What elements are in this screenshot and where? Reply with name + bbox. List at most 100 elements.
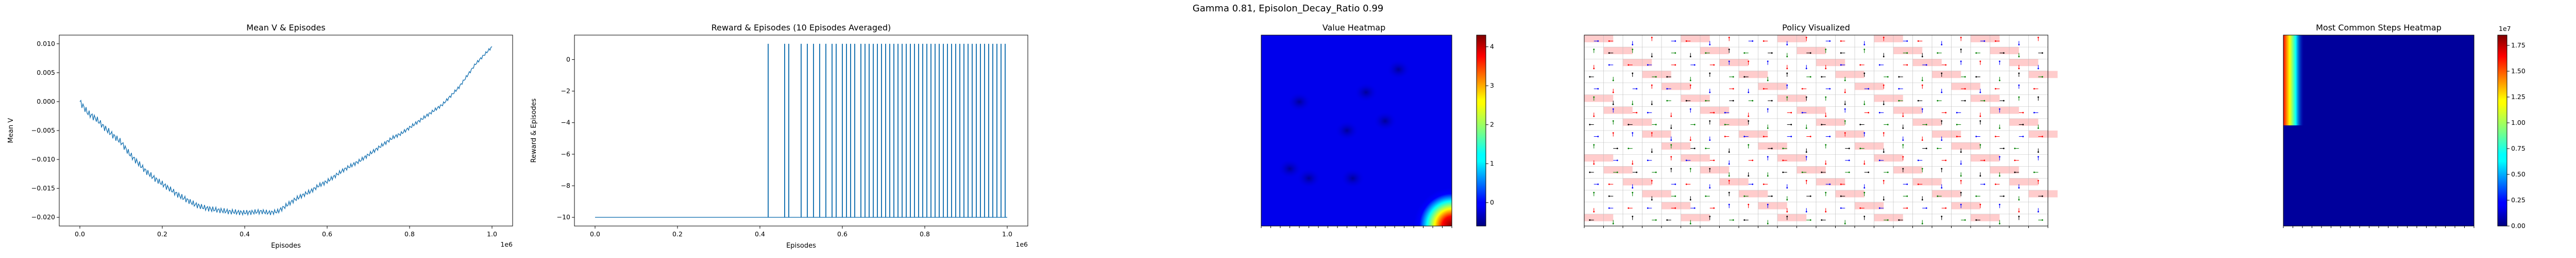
policy-highlight-cell: [1835, 190, 1865, 198]
value-colorbar: [1476, 35, 1486, 227]
policy-arrow-head: [2041, 52, 2043, 54]
policy-arrow-head: [1612, 132, 1614, 134]
policy-arrow-head: [1863, 132, 1866, 134]
policy-arrow-head: [1628, 124, 1630, 125]
policy-arrow-head: [1728, 151, 1730, 153]
policy-arrow-head: [1651, 103, 1653, 105]
reward-y-label: Reward & Episodes: [530, 98, 538, 163]
policy-arrow-head: [1655, 219, 1657, 221]
policy-arrow-head: [1906, 183, 1908, 185]
policy-arrow-head: [1743, 76, 1745, 78]
policy-highlight-cell: [1758, 83, 1787, 90]
policy-arrow-head: [1994, 88, 1996, 90]
policy-arrow-head: [1809, 219, 1811, 221]
policy-arrow-head: [1979, 144, 1981, 146]
policy-highlight-cell: [1971, 35, 2000, 42]
policy-arrow-head: [1767, 127, 1769, 129]
steps-colorbar-tick-label: 1.00: [2511, 119, 2526, 126]
policy-arrow-head: [2037, 151, 2039, 153]
policy-arrow-head: [1612, 91, 1614, 93]
policy-arrow-head: [2018, 84, 2020, 86]
policy-arrow-head: [1782, 171, 1784, 173]
policy-arrow-head: [1825, 144, 1827, 146]
policy-arrow-head: [1693, 148, 1696, 150]
policy-arrow-head: [1593, 144, 1595, 146]
policy-arrow-head: [1608, 52, 1610, 54]
mean-v-y-tick-label: −0.010: [31, 155, 55, 163]
policy-arrow-head: [1728, 163, 1730, 165]
policy-arrow-head: [1825, 211, 1827, 213]
policy-arrow-head: [1921, 168, 1923, 170]
policy-arrow-head: [1767, 175, 1769, 177]
policy-arrow-head: [1859, 124, 1861, 125]
policy-arrow-head: [1863, 72, 1866, 74]
policy-arrow-head: [1844, 103, 1846, 105]
policy-arrow-head: [1921, 56, 1923, 58]
policy-arrow-head: [1713, 159, 1715, 162]
reward-x-tick-label: 0.0: [590, 230, 600, 238]
policy-arrow-head: [1689, 168, 1691, 170]
policy-arrow-head: [1674, 64, 1676, 66]
policy-arrow-head: [1844, 79, 1846, 82]
policy-arrow-head: [2018, 211, 2020, 213]
policy-arrow-head: [1689, 56, 1691, 58]
policy-highlight-cell: [1835, 131, 1865, 138]
reward-y-tick-label: 0: [566, 55, 570, 63]
policy-arrow-head: [1771, 100, 1773, 102]
policy-highlight-cell: [1584, 214, 1614, 221]
policy-arrow-head: [1878, 64, 1880, 66]
policy-arrow-head: [1748, 144, 1750, 146]
policy-arrow-head: [1883, 132, 1885, 134]
policy-arrow-head: [1628, 64, 1630, 66]
policy-arrow-head: [1984, 159, 1986, 162]
policy-arrow-head: [1593, 49, 1595, 51]
figure-suptitle: Gamma 0.81, Episolon_Decay_Ratio 0.99: [1193, 3, 1383, 14]
policy-arrow-head: [1964, 100, 1966, 102]
policy-arrow-head: [1728, 180, 1730, 182]
policy-arrow-head: [1805, 156, 1807, 158]
policy-highlight-cell: [1951, 202, 1980, 209]
policy-arrow-head: [1848, 171, 1850, 173]
mean-v-series-line: [79, 46, 493, 216]
policy-arrow-head: [1921, 199, 1923, 201]
policy-arrow-head: [1762, 40, 1765, 42]
policy-highlight-cell: [1777, 214, 1807, 221]
policy-arrow-head: [1917, 100, 1919, 102]
policy-arrow-head: [1674, 40, 1676, 42]
policy-arrow-head: [1589, 76, 1591, 78]
policy-arrow-head: [1762, 88, 1765, 90]
mean-v-y-tick-label: −0.005: [31, 126, 55, 134]
policy-arrow-head: [2037, 68, 2039, 70]
policy-highlight-cell: [1603, 166, 1633, 174]
policy-arrow-head: [2041, 136, 2043, 137]
policy-arrow-head: [1709, 216, 1711, 217]
policy-arrow-head: [1829, 136, 1831, 137]
policy-arrow-head: [1840, 195, 1842, 197]
policy-arrow-head: [1732, 219, 1734, 221]
policy-arrow-head: [1724, 124, 1726, 125]
reward-x-tick-label: 0.4: [755, 230, 765, 238]
policy-arrow-head: [1589, 171, 1591, 173]
policy-highlight-cell: [1816, 59, 1845, 67]
policy-arrow-head: [1925, 148, 1927, 150]
policy-arrow-head: [1713, 207, 1715, 209]
policy-arrow-head: [1921, 84, 1923, 86]
policy-arrow-head: [1632, 49, 1634, 51]
policy-arrow-head: [1809, 136, 1811, 137]
policy-arrow-head: [1868, 111, 1870, 114]
policy-arrow-head: [1848, 159, 1850, 162]
policy-arrow-head: [1829, 40, 1831, 42]
policy-highlight-cell: [1971, 214, 2000, 221]
reward-title: Reward & Episodes (10 Episodes Averaged): [711, 23, 891, 33]
value-heatmap-panel: Value Heatmap 0 1 2 3 4: [1261, 23, 1494, 228]
policy-arrow-head: [1636, 111, 1638, 114]
policy-arrow-head: [1786, 72, 1788, 74]
policy-arrow-head: [1825, 68, 1827, 70]
policy-arrow-head: [1868, 88, 1870, 90]
policy-highlight-cell: [1777, 154, 1807, 162]
policy-arrow-head: [2037, 96, 2039, 98]
policy-arrow-head: [1821, 124, 1823, 125]
policy-arrow-head: [1689, 139, 1691, 141]
policy-arrow-head: [1674, 52, 1676, 54]
policy-arrow-head: [1878, 111, 1880, 114]
